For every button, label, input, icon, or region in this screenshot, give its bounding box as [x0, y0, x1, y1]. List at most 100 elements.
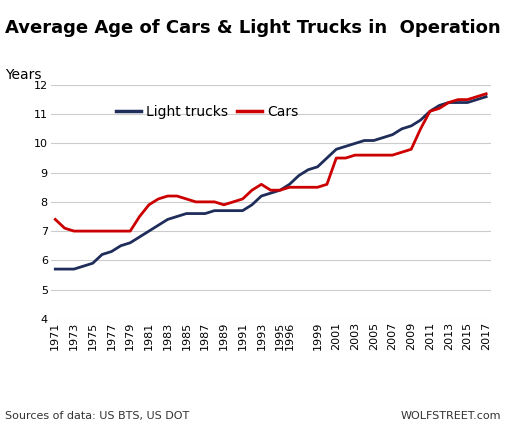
- Light trucks: [71, 266, 77, 272]
- Light trucks: [417, 118, 423, 123]
- Cars: [361, 153, 367, 158]
- Cars: [118, 229, 124, 234]
- Light trucks: [183, 211, 189, 216]
- Light trucks: [398, 126, 404, 131]
- Light trucks: [80, 264, 86, 269]
- Text: Sources of data: US BTS, US DOT: Sources of data: US BTS, US DOT: [5, 411, 189, 421]
- Light trucks: [473, 97, 479, 102]
- Light trucks: [230, 208, 236, 213]
- Light trucks: [201, 211, 208, 216]
- Cars: [351, 153, 358, 158]
- Light trucks: [99, 252, 105, 257]
- Light trucks: [305, 167, 311, 172]
- Cars: [417, 126, 423, 131]
- Light trucks: [361, 138, 367, 143]
- Light trucks: [145, 229, 152, 234]
- Cars: [99, 229, 105, 234]
- Cars: [248, 188, 255, 193]
- Light trucks: [52, 266, 58, 272]
- Light trucks: [333, 147, 339, 152]
- Light trucks: [62, 266, 68, 272]
- Light trucks: [370, 138, 376, 143]
- Cars: [201, 199, 208, 204]
- Light trucks: [220, 208, 226, 213]
- Cars: [398, 150, 404, 155]
- Cars: [323, 182, 329, 187]
- Light trucks: [314, 164, 320, 170]
- Light trucks: [136, 235, 142, 240]
- Light trucks: [248, 202, 255, 207]
- Light trucks: [408, 123, 414, 128]
- Line: Cars: Cars: [55, 94, 485, 231]
- Cars: [80, 229, 86, 234]
- Light trucks: [108, 249, 114, 254]
- Cars: [71, 229, 77, 234]
- Light trucks: [89, 261, 95, 266]
- Cars: [482, 91, 488, 96]
- Cars: [89, 229, 95, 234]
- Light trucks: [445, 100, 451, 105]
- Light trucks: [211, 208, 217, 213]
- Cars: [342, 156, 348, 161]
- Light trucks: [258, 193, 264, 198]
- Light trucks: [192, 211, 198, 216]
- Cars: [230, 199, 236, 204]
- Light trucks: [389, 132, 395, 137]
- Cars: [305, 185, 311, 190]
- Cars: [108, 229, 114, 234]
- Light trucks: [286, 182, 292, 187]
- Light trucks: [342, 144, 348, 149]
- Cars: [445, 100, 451, 105]
- Cars: [379, 153, 385, 158]
- Cars: [220, 202, 226, 207]
- Cars: [211, 199, 217, 204]
- Light trucks: [164, 217, 170, 222]
- Text: WOLFSTREET.com: WOLFSTREET.com: [399, 411, 500, 421]
- Light trucks: [435, 103, 441, 108]
- Cars: [62, 226, 68, 231]
- Light trucks: [277, 188, 283, 193]
- Light trucks: [155, 223, 161, 228]
- Cars: [473, 94, 479, 99]
- Cars: [277, 188, 283, 193]
- Legend: Light trucks, Cars: Light trucks, Cars: [110, 99, 304, 124]
- Light trucks: [464, 100, 470, 105]
- Light trucks: [118, 243, 124, 248]
- Cars: [183, 196, 189, 201]
- Cars: [174, 193, 180, 198]
- Light trucks: [295, 173, 301, 178]
- Cars: [295, 185, 301, 190]
- Cars: [52, 217, 58, 222]
- Cars: [164, 193, 170, 198]
- Light trucks: [239, 208, 245, 213]
- Cars: [389, 153, 395, 158]
- Cars: [464, 97, 470, 102]
- Cars: [370, 153, 376, 158]
- Cars: [435, 106, 441, 111]
- Light trucks: [323, 156, 329, 161]
- Light trucks: [379, 135, 385, 140]
- Line: Light trucks: Light trucks: [55, 97, 485, 269]
- Light trucks: [127, 240, 133, 245]
- Cars: [145, 202, 152, 207]
- Light trucks: [426, 109, 432, 114]
- Cars: [192, 199, 198, 204]
- Text: Years: Years: [5, 68, 41, 82]
- Cars: [314, 185, 320, 190]
- Cars: [454, 97, 460, 102]
- Cars: [286, 185, 292, 190]
- Cars: [267, 188, 273, 193]
- Cars: [258, 182, 264, 187]
- Cars: [408, 147, 414, 152]
- Cars: [127, 229, 133, 234]
- Text: Average Age of Cars & Light Trucks in  Operation: Average Age of Cars & Light Trucks in Op…: [5, 19, 499, 37]
- Cars: [155, 196, 161, 201]
- Light trucks: [267, 190, 273, 196]
- Light trucks: [174, 214, 180, 219]
- Cars: [333, 156, 339, 161]
- Light trucks: [454, 100, 460, 105]
- Cars: [426, 109, 432, 114]
- Cars: [136, 214, 142, 219]
- Light trucks: [482, 94, 488, 99]
- Light trucks: [351, 141, 358, 146]
